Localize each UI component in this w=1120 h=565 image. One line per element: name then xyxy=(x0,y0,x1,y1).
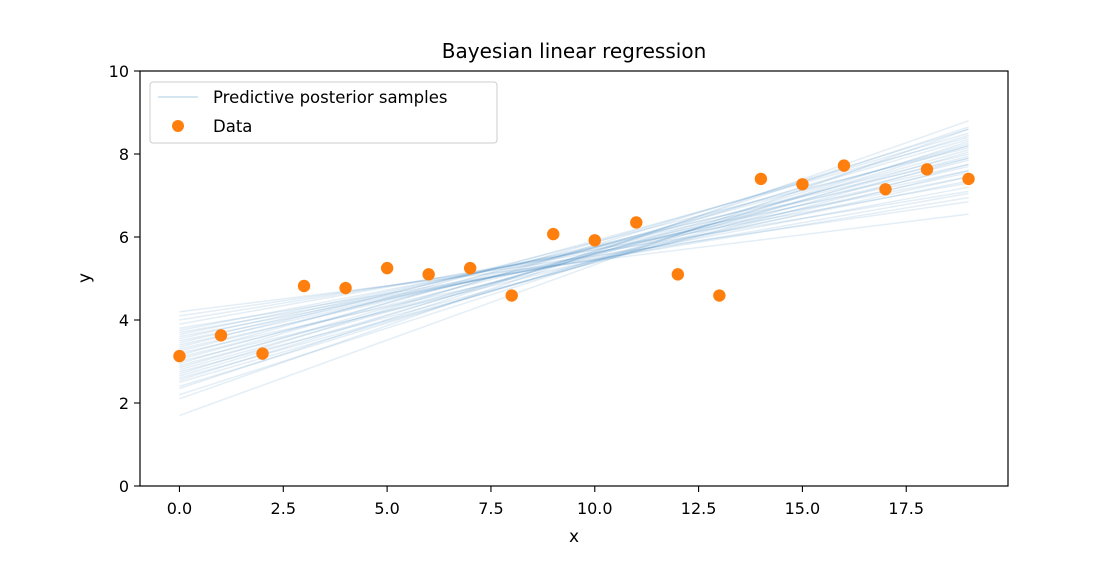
posterior-sample-line xyxy=(179,190,969,321)
data-point xyxy=(380,261,394,275)
y-axis-title: y xyxy=(75,273,95,283)
posterior-sample-line xyxy=(179,144,969,361)
posterior-sample-line xyxy=(179,132,969,365)
posterior-sample-line xyxy=(179,169,969,363)
posterior-sample-line xyxy=(179,120,969,400)
posterior-sample-line xyxy=(179,180,969,342)
posterior-sample-line xyxy=(179,157,969,344)
posterior-sample-line xyxy=(179,151,969,383)
posterior-sample-line xyxy=(179,163,969,340)
legend-label-posterior: Predictive posterior samples xyxy=(213,88,447,107)
posterior-sample-line xyxy=(179,192,969,334)
x-axis-ticks: 0.0 2.5 5.0 7.5 10.0 12.5 15.0 17.5 xyxy=(167,486,924,518)
posterior-sample-line xyxy=(179,186,969,338)
posterior-sample-line xyxy=(179,142,969,377)
legend-label-data: Data xyxy=(213,117,252,136)
x-tick-label: 10.0 xyxy=(577,499,613,518)
posterior-sample-line xyxy=(179,213,969,313)
data-point xyxy=(962,172,975,186)
posterior-sample-line xyxy=(179,200,969,317)
data-point xyxy=(214,329,228,342)
posterior-sample-line xyxy=(179,149,969,371)
posterior-sample-line xyxy=(179,163,969,373)
x-axis-title: x xyxy=(569,527,579,547)
data-point xyxy=(547,227,560,241)
posterior-sample-line xyxy=(179,157,969,379)
chart-title: Bayesian linear regression xyxy=(442,39,707,63)
y-axis-ticks: 0 2 4 6 8 10 xyxy=(109,62,140,496)
data-point xyxy=(422,268,435,281)
posterior-sample-line xyxy=(179,159,969,359)
posterior-sample-line xyxy=(179,196,969,330)
y-tick-label: 4 xyxy=(119,311,129,330)
posterior-sample-line xyxy=(179,126,969,390)
posterior-sample-line xyxy=(179,155,969,367)
posterior-sample-line xyxy=(179,153,969,352)
data-point xyxy=(173,349,186,363)
data-point xyxy=(754,172,768,186)
posterior-sample-line xyxy=(179,144,969,388)
posterior-sample-line xyxy=(179,140,969,396)
data-point xyxy=(920,163,934,176)
x-tick-label: 7.5 xyxy=(478,499,503,518)
posterior-sample-lines xyxy=(179,120,969,417)
data-point xyxy=(256,347,269,360)
posterior-sample-line xyxy=(179,138,969,369)
x-tick-label: 15.0 xyxy=(785,499,821,518)
posterior-sample-line xyxy=(179,128,969,375)
y-tick-label: 10 xyxy=(109,62,129,81)
data-point xyxy=(630,216,643,229)
posterior-sample-line xyxy=(179,136,969,356)
data-point xyxy=(463,261,477,275)
data-point xyxy=(505,289,518,302)
y-tick-label: 0 xyxy=(119,477,129,496)
data-point xyxy=(671,268,685,281)
posterior-sample-line xyxy=(179,176,969,354)
posterior-sample-line xyxy=(179,169,969,336)
data-point xyxy=(713,289,726,302)
data-point xyxy=(837,159,851,172)
data-point xyxy=(879,183,892,196)
data-point xyxy=(588,234,601,247)
data-point xyxy=(796,178,809,191)
posterior-sample-line xyxy=(179,176,969,332)
legend-marker-swatch xyxy=(172,120,184,132)
legend: Predictive posterior samples Data xyxy=(149,81,498,144)
data-point xyxy=(297,279,311,293)
x-tick-label: 5.0 xyxy=(374,499,399,518)
data-points xyxy=(173,159,975,363)
data-point xyxy=(339,281,352,295)
x-tick-label: 17.5 xyxy=(888,499,924,518)
posterior-sample-line xyxy=(179,134,969,381)
y-tick-label: 2 xyxy=(119,394,129,413)
posterior-sample-line xyxy=(179,182,969,325)
x-tick-label: 0.0 xyxy=(167,499,192,518)
posterior-sample-line xyxy=(179,147,969,348)
axes-frame xyxy=(139,70,1009,487)
posterior-sample-line xyxy=(179,171,969,346)
y-tick-label: 6 xyxy=(119,228,129,247)
x-tick-label: 2.5 xyxy=(271,499,296,518)
posterior-sample-line xyxy=(179,128,969,417)
posterior-sample-line xyxy=(179,165,969,350)
x-tick-label: 12.5 xyxy=(681,499,717,518)
y-tick-label: 8 xyxy=(119,145,129,164)
legend-box xyxy=(149,81,498,144)
